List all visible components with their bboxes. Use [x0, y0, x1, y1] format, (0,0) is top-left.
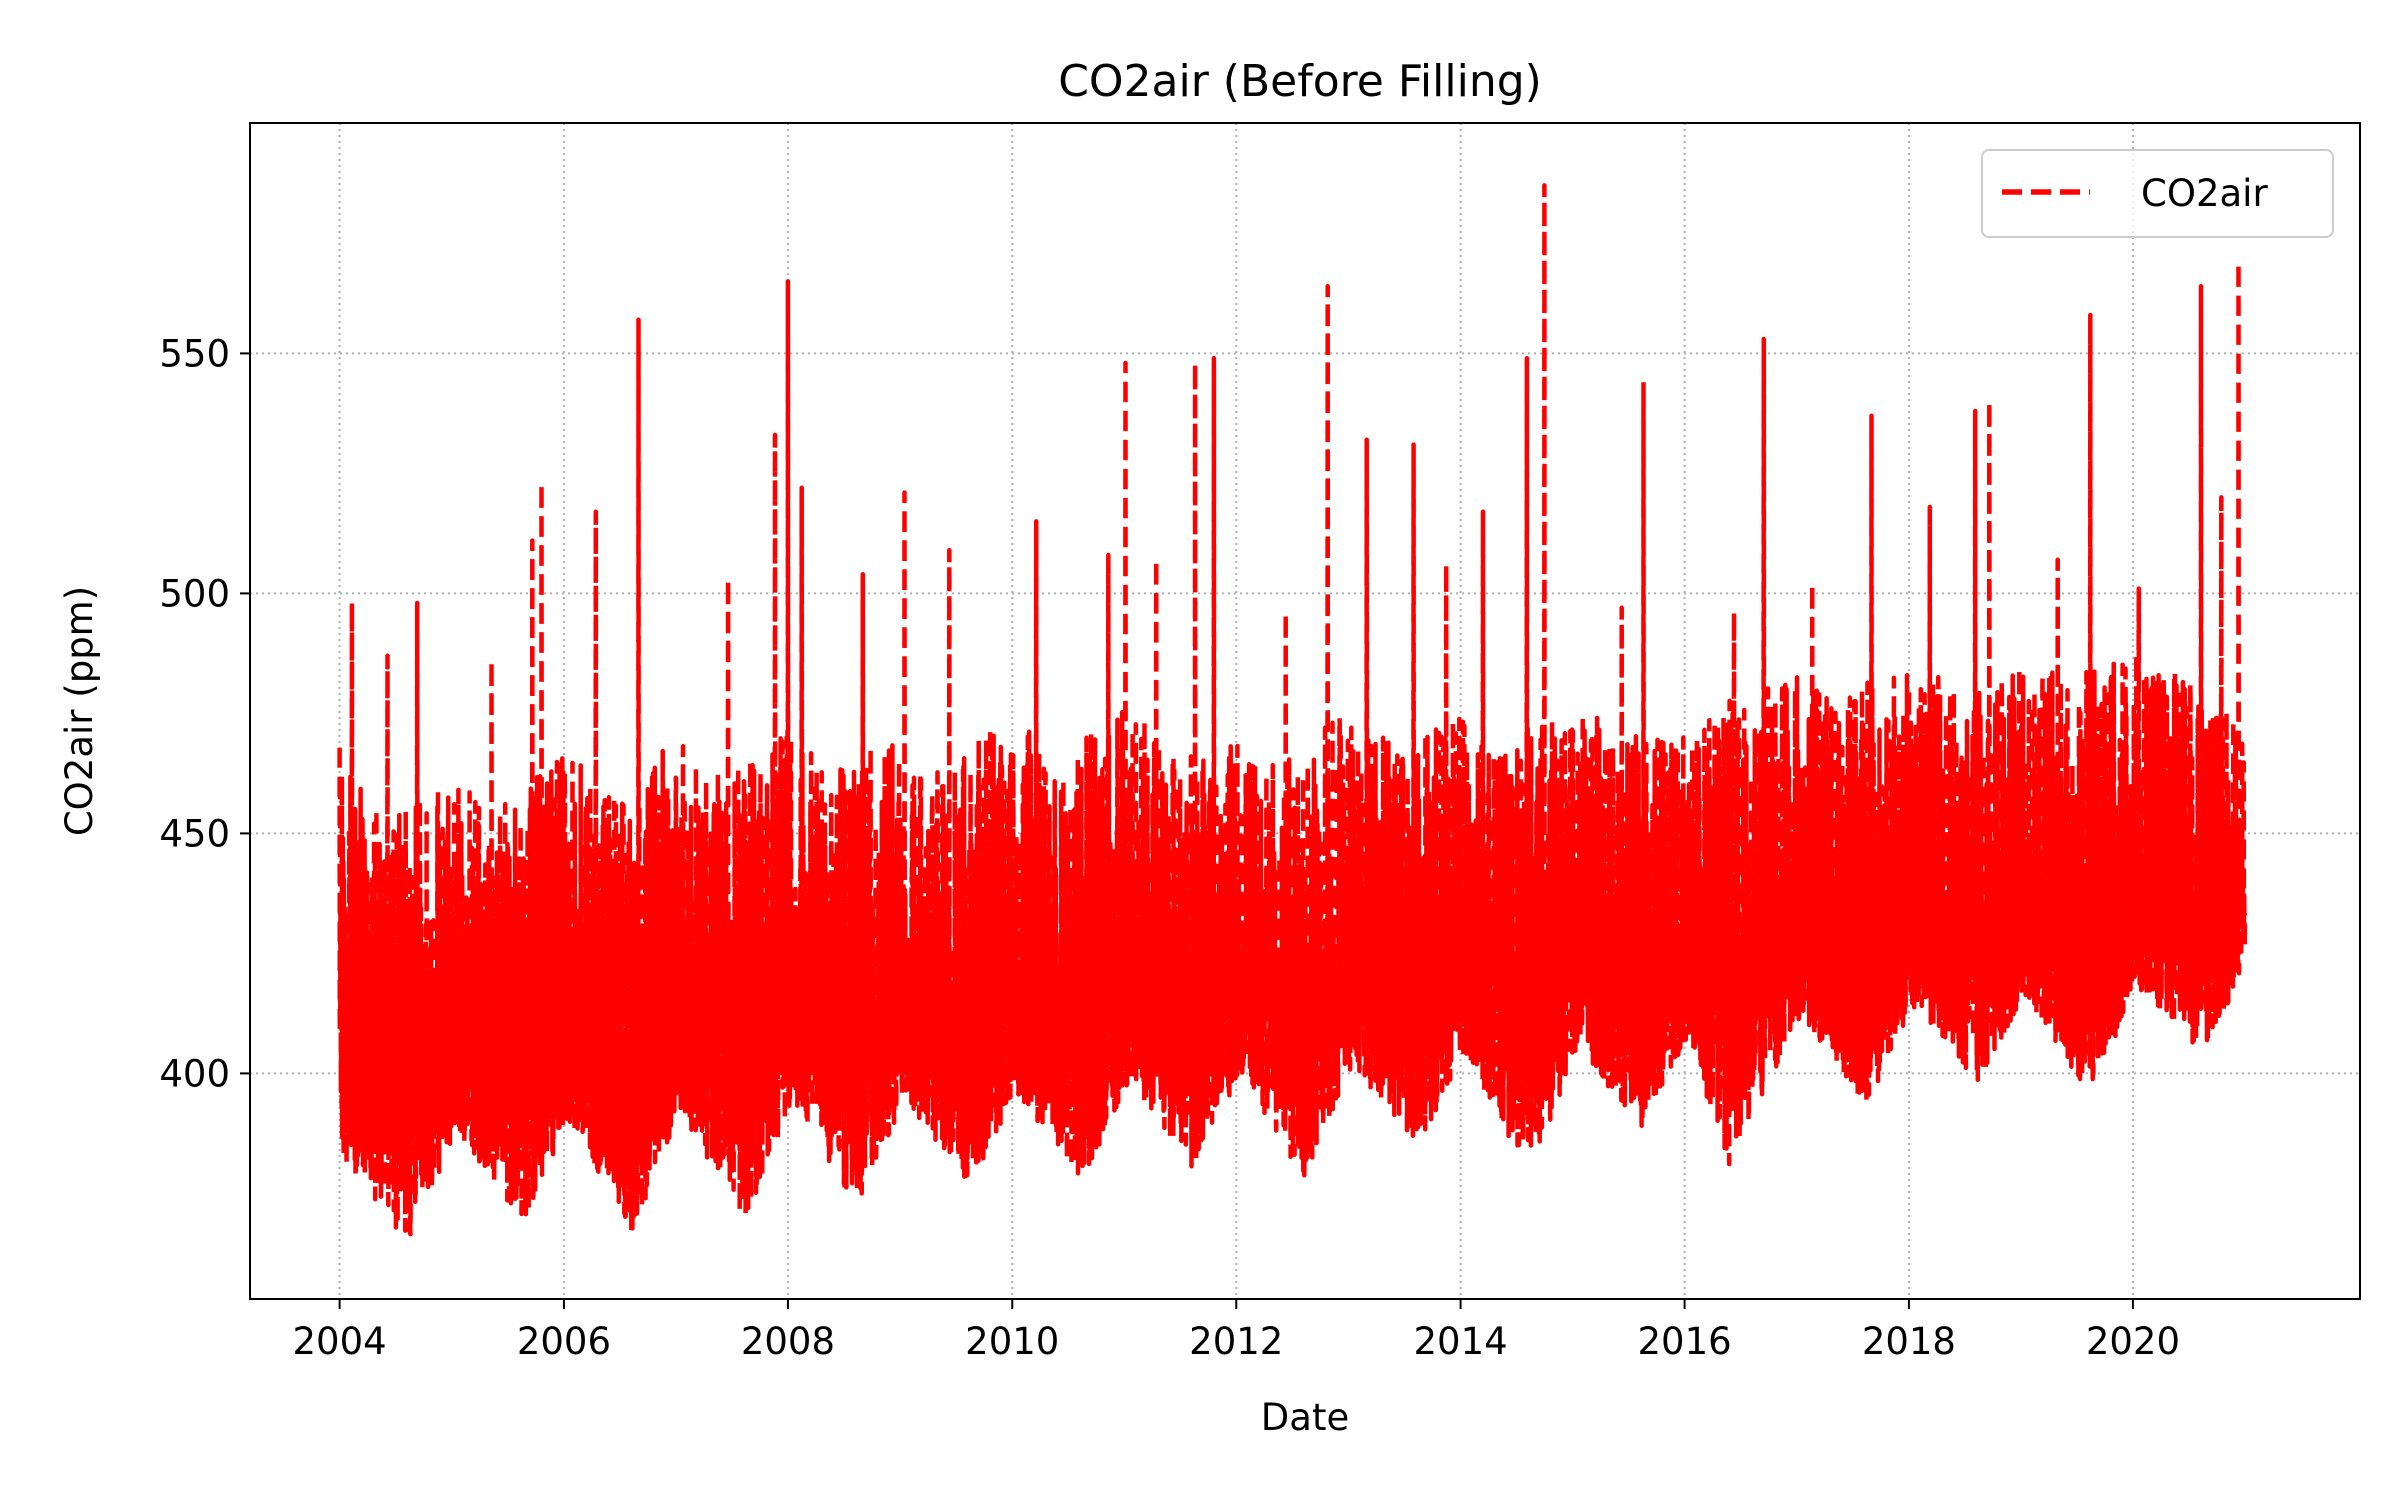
- y-axis-label: CO2air (ppm): [58, 586, 101, 836]
- legend-label-co2air: CO2air: [2141, 172, 2268, 215]
- x-tick-label: 2018: [1862, 1320, 1956, 1363]
- x-tick-label: 2006: [517, 1320, 611, 1363]
- x-tick-label: 2014: [1413, 1320, 1507, 1363]
- y-tick-label: 550: [159, 332, 230, 375]
- x-tick-label: 2004: [293, 1320, 387, 1363]
- legend-box: [1981, 149, 2334, 238]
- x-tick-label: 2012: [1189, 1320, 1283, 1363]
- series-line-co2air: [337, 183, 2248, 1237]
- y-tick-label: 450: [159, 812, 230, 855]
- axis-ticks: 2004 2006 2008 2010 2012 2014 2016 2018 2020 400 4…: [159, 332, 2180, 1363]
- plot-area-frame: [249, 122, 2361, 1300]
- y-tick-label: 500: [159, 572, 230, 615]
- x-tick-label: 2016: [1638, 1320, 1732, 1363]
- x-axis-label: Date: [1261, 1396, 1349, 1439]
- legend: CO2air: [1981, 149, 2334, 238]
- x-tick-label: 2008: [741, 1320, 835, 1363]
- x-tick-label: 2020: [2086, 1320, 2180, 1363]
- series-co2air: [337, 183, 2248, 1237]
- chart-title: CO2air (Before Filling): [1058, 56, 1542, 107]
- y-tick-label: 400: [159, 1052, 230, 1095]
- x-tick-label: 2010: [965, 1320, 1059, 1363]
